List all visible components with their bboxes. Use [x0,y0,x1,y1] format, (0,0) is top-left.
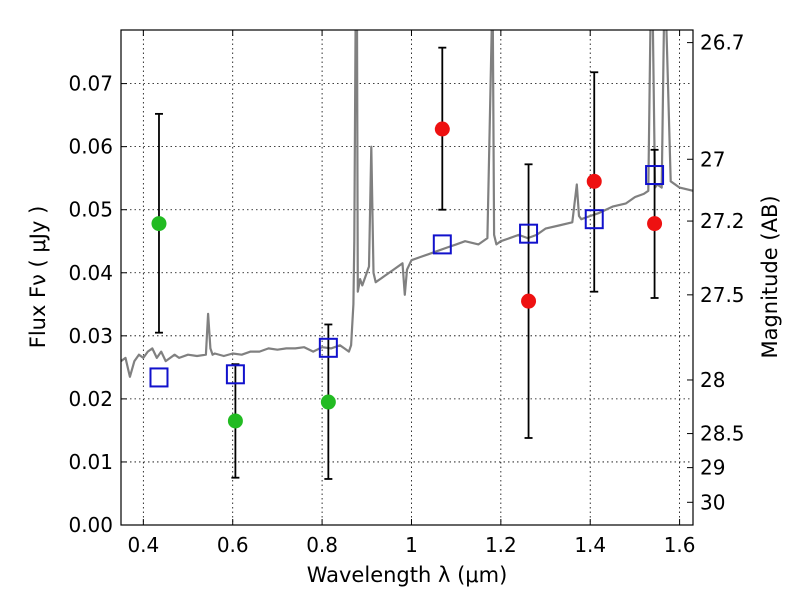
x-tick-label: 1.2 [485,533,517,557]
model-square-point [149,367,169,388]
model-square-point [645,165,665,186]
right-tick-label: 29 [700,456,725,480]
right-tick-label: 30 [700,490,725,514]
y-axis-title: Flux Fν ( μJy ) [26,206,50,349]
x-tick-label: 1 [405,533,418,557]
axes: 0.4 0.6 0.8 1 1.2 1.4 1.6 0.00 0.01 0.02 0.03 0.04 0… [68,30,745,557]
y-tick-label: 0.04 [68,261,113,285]
x-axis-title: Wavelength λ (μm) [307,563,508,587]
x-tick-label: 0.4 [127,533,159,557]
y-tick-label: 0.00 [68,513,113,537]
y-tick-label: 0.01 [68,450,113,474]
y-tick-label: 0.03 [68,324,113,348]
model-square-point [432,234,452,255]
right-tick-label: 28.5 [700,422,745,446]
model-square-point [318,337,338,358]
green-data-point [320,394,336,410]
x-tick-label: 1.4 [574,533,606,557]
green-data-point [227,413,243,429]
right-tick-label: 27.2 [700,209,745,233]
right-axis-title: Magnitude (AB) [758,195,782,358]
right-tick-label: 27.5 [700,283,745,307]
right-tick-label: 28 [700,368,725,392]
y-tick-label: 0.07 [68,72,113,96]
red-data-point [647,216,663,232]
grid [121,30,693,526]
x-tick-label: 0.6 [217,533,249,557]
red-data-point [434,121,450,137]
y-tick-label: 0.02 [68,387,113,411]
green-data-point [151,216,167,232]
model-square-point [519,223,539,244]
right-tick-label: 26.7 [700,31,745,55]
right-tick-label: 27 [700,147,725,171]
x-tick-label: 1.6 [664,533,696,557]
plot-area [121,30,693,480]
x-tick-label: 0.8 [306,533,338,557]
y-tick-label: 0.06 [68,135,113,159]
red-data-point [521,293,537,309]
y-tick-label: 0.05 [68,198,113,222]
model-square-point [584,209,604,230]
plot-frame [120,29,694,526]
model-spectrum-line [121,30,693,378]
red-data-point [586,173,602,189]
model-square-point [225,364,245,385]
